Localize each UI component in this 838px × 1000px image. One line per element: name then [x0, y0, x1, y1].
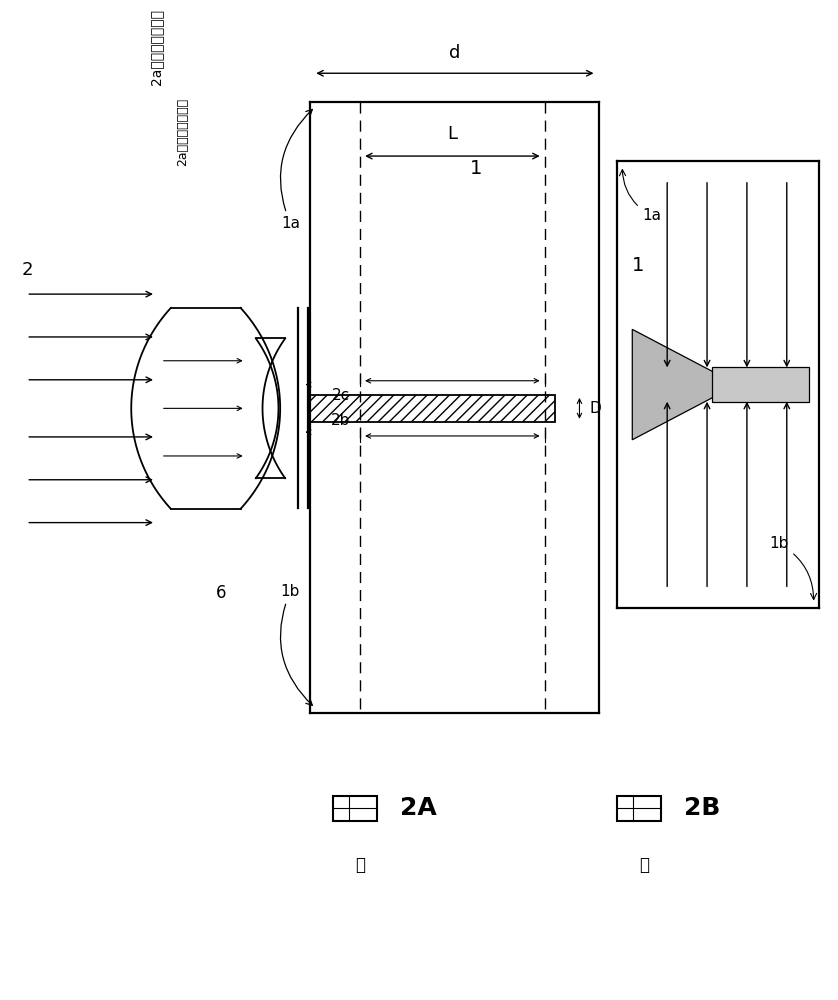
Bar — [618, 796, 661, 821]
Text: 2B: 2B — [684, 796, 721, 820]
Text: L: L — [447, 125, 458, 143]
Text: 2a（来自激光器）: 2a（来自激光器） — [176, 98, 189, 166]
Text: 2: 2 — [21, 261, 33, 279]
Text: 2A: 2A — [400, 796, 437, 820]
Text: D: D — [589, 401, 601, 416]
Text: 1a: 1a — [281, 109, 313, 231]
Text: 1: 1 — [470, 159, 482, 178]
Bar — [334, 796, 377, 821]
Text: 1b: 1b — [769, 536, 817, 600]
Text: d: d — [449, 44, 461, 62]
Text: 6: 6 — [215, 584, 226, 602]
Text: 1a: 1a — [619, 170, 661, 223]
Bar — [712, 367, 809, 402]
Bar — [310, 395, 555, 422]
Text: 1: 1 — [633, 256, 644, 275]
Polygon shape — [633, 329, 762, 440]
Text: 1b: 1b — [281, 584, 313, 705]
Text: 2c: 2c — [332, 388, 350, 403]
Text: 图: 图 — [355, 856, 365, 874]
Text: 2b: 2b — [331, 413, 350, 428]
Text: 2a（来自激光器）: 2a（来自激光器） — [149, 9, 163, 85]
Text: 图: 图 — [639, 856, 649, 874]
